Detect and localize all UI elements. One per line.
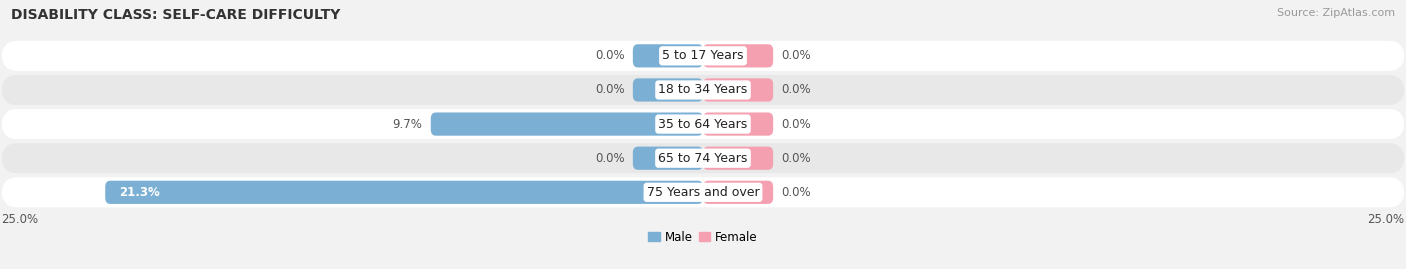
Text: 75 Years and over: 75 Years and over [647,186,759,199]
Text: DISABILITY CLASS: SELF-CARE DIFFICULTY: DISABILITY CLASS: SELF-CARE DIFFICULTY [11,8,340,22]
Text: 25.0%: 25.0% [1,214,38,226]
FancyBboxPatch shape [633,44,703,68]
Text: 25.0%: 25.0% [1368,214,1405,226]
FancyBboxPatch shape [703,181,773,204]
Legend: Male, Female: Male, Female [644,226,762,248]
FancyBboxPatch shape [1,109,1405,139]
Text: 0.0%: 0.0% [782,152,811,165]
FancyBboxPatch shape [703,112,773,136]
Text: 0.0%: 0.0% [782,186,811,199]
Text: 0.0%: 0.0% [782,118,811,130]
Text: 0.0%: 0.0% [595,83,624,97]
Text: 0.0%: 0.0% [595,49,624,62]
FancyBboxPatch shape [703,147,773,170]
FancyBboxPatch shape [1,75,1405,105]
Text: 35 to 64 Years: 35 to 64 Years [658,118,748,130]
FancyBboxPatch shape [1,41,1405,71]
Text: 0.0%: 0.0% [595,152,624,165]
Text: Source: ZipAtlas.com: Source: ZipAtlas.com [1277,8,1395,18]
Text: 0.0%: 0.0% [782,83,811,97]
Text: 21.3%: 21.3% [120,186,160,199]
FancyBboxPatch shape [430,112,703,136]
Text: 18 to 34 Years: 18 to 34 Years [658,83,748,97]
FancyBboxPatch shape [1,143,1405,173]
Text: 65 to 74 Years: 65 to 74 Years [658,152,748,165]
Text: 5 to 17 Years: 5 to 17 Years [662,49,744,62]
Text: 9.7%: 9.7% [392,118,422,130]
Text: 0.0%: 0.0% [782,49,811,62]
FancyBboxPatch shape [1,177,1405,207]
FancyBboxPatch shape [703,78,773,102]
FancyBboxPatch shape [703,44,773,68]
FancyBboxPatch shape [633,78,703,102]
FancyBboxPatch shape [633,147,703,170]
FancyBboxPatch shape [105,181,703,204]
